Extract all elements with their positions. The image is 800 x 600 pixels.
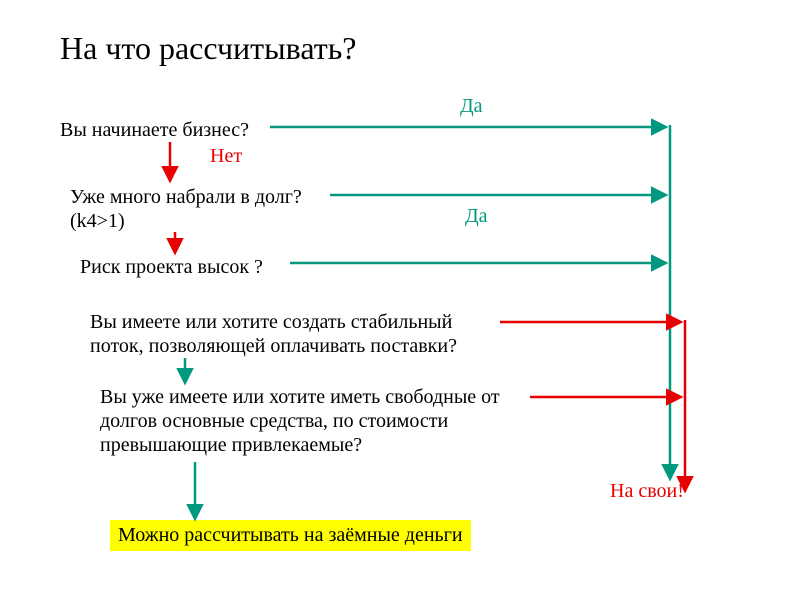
question-5-line3: превышающие привлекаемые? [100, 434, 362, 456]
answer-no-1: Нет [210, 145, 242, 168]
question-4-line2: поток, позволяющей оплачивать поставки? [90, 335, 457, 357]
question-2-line1: Уже много набрали в долг? [70, 186, 302, 208]
question-5-line2: долгов основные средства, по стоимости [100, 410, 448, 432]
question-5-line1: Вы уже имеете или хотите иметь свободные… [100, 386, 500, 408]
question-2-line2: (k4>1) [70, 210, 125, 232]
outcome-own: На свои! [610, 480, 684, 503]
outcome-loan-box: Можно рассчитывать на заёмные деньги [110, 520, 471, 551]
flow-arrows [0, 0, 800, 600]
question-2: Уже много набрали в долг? (k4>1) [70, 185, 302, 233]
answer-yes-2: Да [465, 205, 488, 228]
question-4-line1: Вы имеете или хотите создать стабильный [90, 311, 452, 333]
question-3: Риск проекта высок ? [80, 255, 263, 279]
page-title: На что рассчитывать? [60, 30, 356, 67]
answer-yes-1: Да [460, 95, 483, 118]
question-4: Вы имеете или хотите создать стабильный … [90, 310, 457, 358]
question-1: Вы начинаете бизнес? [60, 118, 249, 142]
question-5: Вы уже имеете или хотите иметь свободные… [100, 385, 500, 457]
